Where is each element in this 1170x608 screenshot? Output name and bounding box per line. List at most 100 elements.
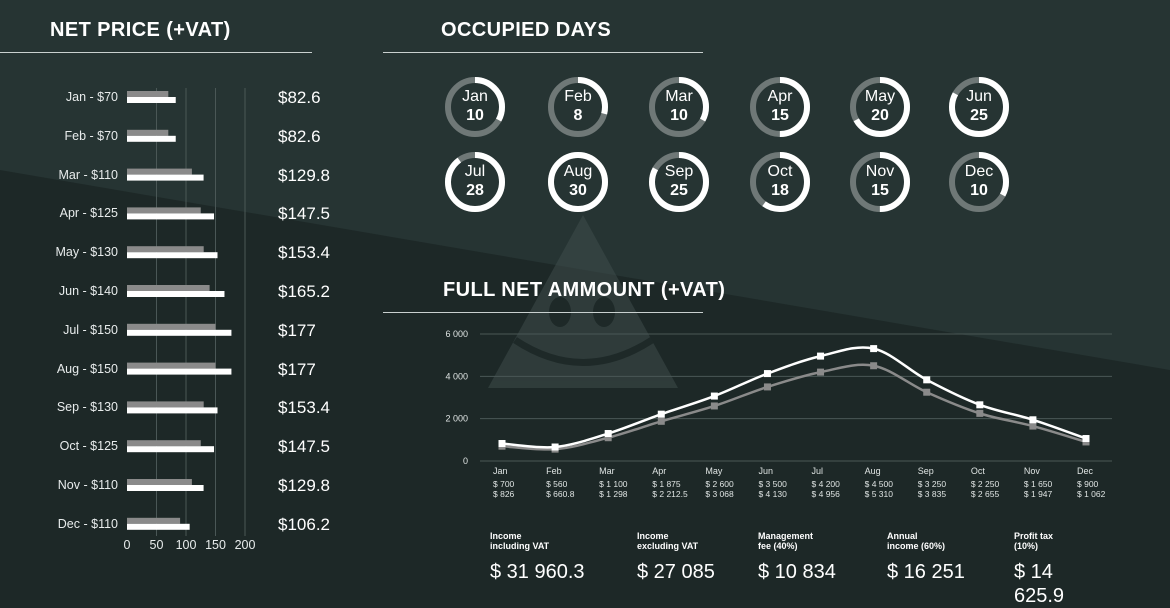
occupancy-ring-apr: Apr 15 (749, 76, 811, 138)
line-point-incl-vat (710, 392, 718, 400)
line-y-tick: 4 000 (445, 371, 468, 381)
summary-label: Profit tax (10%) (1014, 531, 1124, 551)
amount-incl-vat: $ 4 130 (758, 489, 787, 499)
ring-progress (445, 77, 505, 137)
price-row-value: $177 (278, 359, 316, 379)
net-price-title: NET PRICE (+VAT) (50, 19, 231, 41)
line-point-incl-vat (1082, 435, 1090, 443)
price-bar-base (127, 362, 216, 369)
amount-incl-vat: $ 1 947 (1024, 489, 1053, 499)
amount-excl-vat: $ 3 250 (918, 479, 947, 489)
occupancy-days: 28 (466, 182, 484, 199)
occupancy-month: May (864, 88, 896, 105)
occupancy-days: 10 (466, 107, 484, 124)
occupancy-ring-dec: Dec 10 (948, 151, 1010, 213)
summary-label-line1: Profit tax (1014, 531, 1054, 541)
price-row-label: Jan - $70 (65, 90, 118, 104)
price-bar-vat (127, 135, 176, 142)
line-series-incl-vat (501, 346, 1087, 449)
summary-label-line2: income (60%) (887, 541, 946, 551)
price-bar-base (127, 91, 169, 97)
price-bar-vat (127, 485, 204, 491)
ring-progress (850, 152, 910, 212)
summary-label-line1: Income (637, 531, 669, 541)
amount-incl-vat: $ 3 835 (918, 489, 947, 499)
amount-incl-vat: $ 826 (493, 489, 515, 499)
summary-label-line2: including VAT (490, 541, 550, 551)
price-bar-base (127, 168, 192, 175)
occupancy-month: Nov (865, 163, 895, 180)
summary-value: $ 27 085 (637, 561, 715, 583)
occupancy-ring-sep: Sep 25 (648, 151, 710, 213)
occupancy-ring-graphic (445, 77, 505, 137)
occupied-days-title-rule (383, 52, 703, 53)
price-axis-tick: 200 (234, 538, 256, 552)
occupancy-month: Jan (462, 88, 488, 105)
line-point-incl-vat (763, 370, 771, 378)
price-row-value: $147.5 (278, 437, 330, 457)
amount-excl-vat: $ 700 (493, 479, 515, 489)
occupied-days-title: OCCUPIED DAYS (441, 19, 612, 41)
price-bar-base (127, 479, 192, 485)
summary-value: $ 31 960.3 (490, 561, 585, 583)
occupancy-days: 10 (970, 182, 988, 199)
occupancy-ring-may: May 20 (849, 76, 911, 138)
line-point-excl-vat (923, 388, 931, 396)
price-row-label: Jun - $140 (58, 284, 118, 298)
occupancy-ring-jul: Jul 28 (444, 151, 506, 213)
price-row-label: Oct - $125 (59, 439, 118, 454)
summary-label: Income including VAT (490, 531, 600, 551)
price-axis-tick: 50 (149, 538, 164, 552)
net-price-title-rule (0, 52, 312, 53)
price-row-value: $153.4 (278, 398, 330, 418)
occupancy-days: 10 (670, 107, 688, 124)
price-bar-base (127, 401, 204, 408)
occupancy-ring-mar: Mar 10 (648, 76, 710, 138)
price-axis-tick: 150 (205, 538, 226, 552)
ring-progress (548, 152, 608, 212)
price-bar-vat (127, 291, 225, 297)
occupancy-days: 15 (871, 182, 889, 199)
line-x-label: Jan (493, 466, 508, 476)
price-row-value: $165.2 (278, 282, 330, 301)
ring-progress (850, 77, 910, 137)
amount-excl-vat: $ 1 875 (652, 479, 681, 489)
line-x-label: Oct (971, 466, 986, 476)
line-x-label: Aug (865, 466, 881, 476)
line-point-incl-vat (551, 443, 559, 451)
occupancy-ring-jun: Jun 25 (948, 76, 1010, 138)
line-point-excl-vat (870, 362, 878, 370)
amount-incl-vat: $ 1 298 (599, 489, 628, 499)
line-point-incl-vat (817, 352, 825, 360)
full-net-title-rule (383, 312, 703, 313)
line-point-excl-vat (763, 383, 771, 391)
line-point-excl-vat (976, 409, 984, 417)
amount-excl-vat: $ 2 600 (705, 479, 734, 489)
ring-progress (750, 152, 810, 212)
occupancy-ring-graphic (649, 152, 709, 212)
price-row-label: Aug - $150 (56, 361, 118, 376)
occupancy-ring-graphic (445, 152, 505, 212)
amount-excl-vat: $ 900 (1077, 479, 1099, 489)
occupancy-month: Oct (767, 163, 793, 180)
line-series-excl-vat (501, 363, 1087, 451)
occupancy-ring-graphic (850, 77, 910, 137)
line-y-tick: 2 000 (445, 414, 468, 424)
amount-excl-vat: $ 1 100 (599, 479, 628, 489)
summary-label-line1: Annual (887, 531, 918, 541)
amount-incl-vat: $ 5 310 (865, 489, 894, 499)
price-bar-base (127, 440, 201, 447)
line-x-label: Jun (758, 466, 773, 476)
line-point-incl-vat (657, 410, 665, 418)
occupancy-month: Jun (966, 88, 992, 105)
occupancy-ring-feb: Feb 8 (547, 76, 609, 138)
price-bar-base (127, 246, 204, 253)
occupancy-month: Aug (563, 163, 593, 180)
price-row-value: $106.2 (278, 514, 330, 534)
occupancy-ring-graphic (548, 152, 608, 212)
summary-label-line1: Management (758, 531, 814, 541)
occupancy-ring-graphic (750, 152, 810, 212)
line-point-incl-vat (498, 440, 506, 448)
price-row-value: $129.8 (278, 165, 330, 185)
